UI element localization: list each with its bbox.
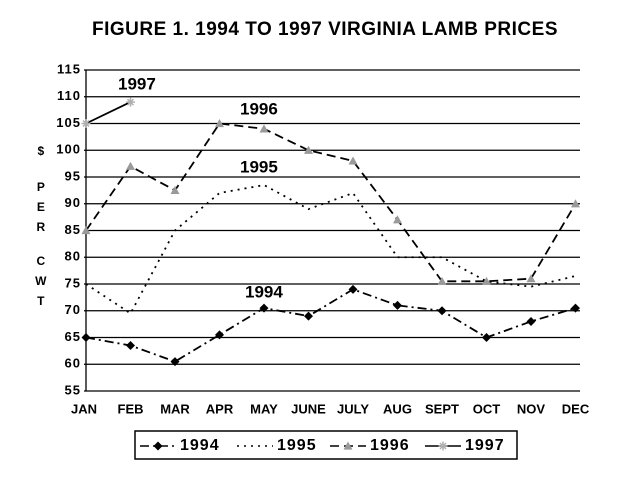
marker: [304, 145, 313, 154]
y-axis-label: PER: [34, 180, 48, 240]
annotation: 1995: [240, 157, 278, 176]
series-line: [85, 288, 576, 363]
y-tick-label: 60: [65, 356, 81, 371]
marker: [170, 185, 180, 194]
marker: [482, 276, 491, 285]
legend-label: 1997: [465, 437, 505, 454]
marker: [393, 300, 402, 310]
marker: [348, 156, 358, 165]
y-tick-label: 55: [65, 382, 81, 397]
y-axis-label: $: [34, 144, 48, 164]
y-tick-label: 95: [65, 168, 81, 183]
y-tick-label: 105: [56, 115, 81, 130]
marker: [126, 161, 135, 170]
legend-label: 1994: [180, 437, 220, 454]
marker: [571, 303, 580, 313]
y-tick-label: 70: [65, 302, 81, 317]
x-tick-label: MAY: [250, 401, 278, 416]
x-tick-label: JUNE: [291, 401, 326, 416]
x-tick-label: JAN: [71, 401, 97, 416]
x-tick-label: APR: [206, 401, 234, 416]
x-tick-label: OCT: [473, 401, 501, 416]
legend-label: 1995: [277, 437, 317, 454]
marker: [81, 333, 91, 342]
legend-label: 1996: [370, 437, 410, 454]
annotation: 1996: [240, 99, 278, 118]
y-axis-label: CWT: [34, 254, 48, 314]
y-tick-label: 80: [65, 249, 81, 264]
marker: [215, 330, 224, 340]
marker: [526, 274, 536, 283]
marker: [393, 215, 402, 224]
marker: [343, 441, 353, 450]
chart-title: FIGURE 1. 1994 TO 1997 VIRGINIA LAMB PRI…: [92, 19, 558, 40]
marker: [126, 341, 135, 351]
y-tick-label: 115: [57, 61, 81, 76]
x-tick-label: FEB: [118, 401, 144, 416]
marker: [304, 311, 313, 321]
marker: [215, 119, 224, 128]
annotation: 1997: [118, 74, 156, 93]
marker: [482, 333, 491, 342]
marker: [81, 119, 91, 128]
series-line: [85, 122, 577, 283]
y-tick-label: 90: [65, 195, 81, 210]
y-tick-label: 65: [65, 329, 81, 344]
marker: [526, 316, 536, 326]
marker: [259, 124, 269, 133]
marker: [437, 276, 447, 285]
marker: [170, 357, 180, 367]
x-tick-label: AUG: [383, 401, 412, 416]
x-tick-label: NOV: [517, 401, 546, 416]
y-tick-label: 110: [57, 88, 81, 103]
x-tick-label: DEC: [562, 401, 590, 416]
marker: [259, 303, 269, 313]
marker: [153, 441, 163, 451]
marker: [571, 199, 580, 208]
series-line: [85, 101, 131, 125]
annotation: 1994: [245, 282, 283, 301]
marker: [438, 441, 448, 451]
y-tick-label: 100: [56, 142, 81, 157]
marker: [126, 97, 135, 107]
marker: [348, 284, 358, 294]
y-tick-label: 75: [65, 275, 81, 290]
x-tick-label: MAR: [160, 401, 190, 416]
marker: [437, 306, 447, 316]
x-tick-label: JULY: [337, 401, 369, 416]
y-tick-label: 85: [65, 222, 81, 237]
x-tick-label: SEPT: [425, 401, 459, 416]
legend-box: [134, 430, 518, 460]
marker: [81, 226, 91, 235]
